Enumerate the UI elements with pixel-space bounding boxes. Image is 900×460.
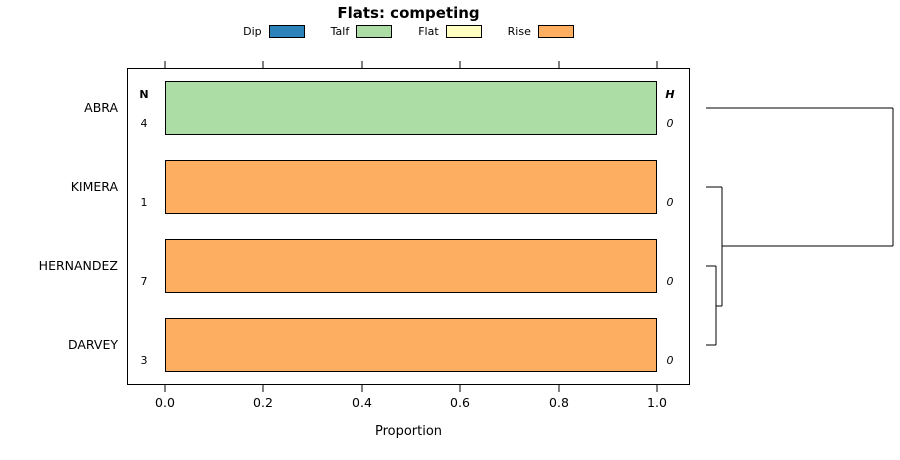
chart-title: Flats: competing [337,4,480,22]
x-axis-tick-label: 0.2 [253,395,273,410]
legend-swatch [537,25,574,38]
row-label: DARVEY [67,337,118,352]
legend-swatch [268,25,305,38]
bar [165,160,657,214]
x-axis-tick-label: 0.8 [549,395,569,410]
n-value: 3 [140,354,148,367]
bar-track [165,239,657,293]
row-label: KIMERA [70,179,118,194]
n-value: 7 [140,275,148,288]
row-label: HERNANDEZ [38,258,118,273]
n-value: 4 [140,117,148,130]
bar [165,81,657,135]
bar-track [165,81,657,135]
row-label: ABRA [84,100,118,115]
h-value: 0 [666,117,674,130]
legend-label: Rise [507,25,531,38]
h-value: 0 [666,354,674,367]
x-axis-tick-label: 0.0 [155,395,175,410]
legend-item: Talf [331,25,393,38]
bar [165,239,657,293]
legend-swatch [356,25,393,38]
x-axis-tick-label: 0.4 [352,395,372,410]
dendrogram [706,107,894,346]
bar [165,318,657,372]
h-value: 0 [666,275,674,288]
legend-label: Dip [243,25,262,38]
legend: Dip Talf Flat Rise [127,25,690,38]
bar-track [165,318,657,372]
bar-track [165,160,657,214]
n-column-header: N [139,88,149,101]
x-axis-tick-label: 0.6 [450,395,470,410]
legend-item: Flat [418,25,482,38]
x-axis-tick-label: 1.0 [647,395,667,410]
h-column-header: H [665,88,675,101]
x-axis-title: Proportion [374,424,443,439]
n-value: 1 [140,196,148,209]
legend-item: Dip [243,25,305,38]
legend-swatch [445,25,482,38]
legend-item: Rise [508,25,574,38]
h-value: 0 [666,196,674,209]
legend-label: Talf [330,25,350,38]
legend-label: Flat [418,25,439,38]
